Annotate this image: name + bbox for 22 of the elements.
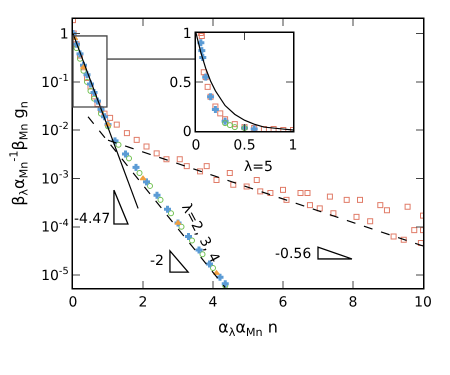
y-tick-label: 1 (60, 26, 69, 42)
y-tick-label: 0 (182, 124, 192, 140)
x-tick-label: 2 (138, 294, 148, 310)
annotation: -4.47 (74, 211, 110, 227)
x-tick-label: 8 (348, 294, 358, 310)
x-tick-label: 1 (288, 137, 298, 154)
annotation: λ=2, 3, 4 (178, 201, 223, 266)
annotation: λ=5 (244, 159, 273, 175)
y-tick-label: 1 (182, 26, 192, 42)
x-tick-label: 0.5 (233, 137, 256, 154)
annotation: -0.56 (275, 246, 312, 262)
x-axis-title: α$_{λ}$α$_{Mn}$ n (218, 318, 278, 340)
y-tick-label: 10$^{-4}$ (41, 218, 69, 236)
x-tick-label: 4 (208, 294, 218, 310)
x-tick-label: 10 (414, 294, 432, 310)
annotation: -2 (150, 253, 164, 269)
x-tick-label: 6 (278, 294, 288, 310)
y-tick-label: 10$^{-2}$ (41, 121, 69, 140)
y-tick-label: 10$^{-5}$ (41, 266, 69, 284)
y-tick-label: 10$^{-3}$ (41, 169, 69, 188)
y-tick-label: 10$^{-1}$ (41, 72, 69, 91)
y-tick-label: 0.5 (169, 74, 192, 91)
